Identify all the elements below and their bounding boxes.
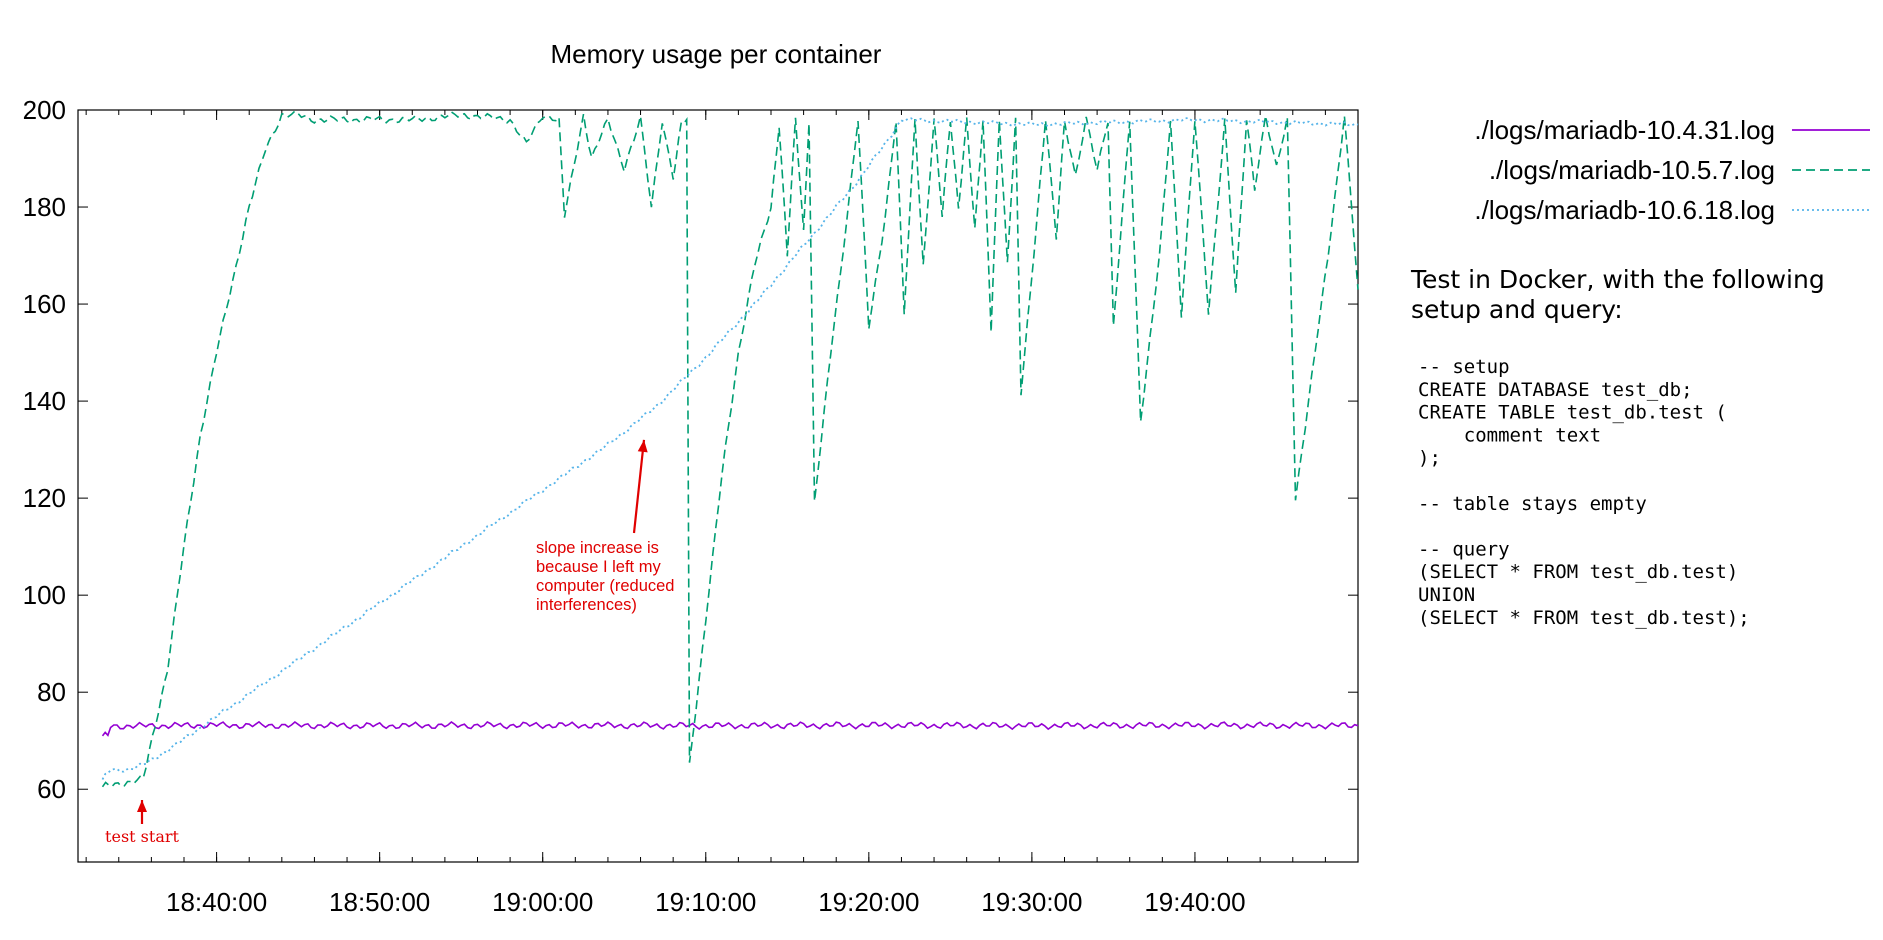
annotation-slope-line: because I left my (536, 558, 661, 576)
chart-title: Memory usage per container (551, 39, 882, 69)
y-tick-label: 200 (23, 95, 66, 125)
side-note: Test in Docker, with the followingsetup … (1410, 265, 1825, 629)
x-tick-label: 19:10:00 (655, 887, 756, 917)
side-note-heading: setup and query: (1411, 295, 1623, 324)
annotation-slope-line: slope increase is (536, 539, 659, 557)
y-tick-label: 120 (23, 483, 66, 513)
y-axis: 60 80 100 120 140 160 180 200 (23, 95, 1358, 804)
annotation-slope-line: interferences) (536, 596, 637, 614)
x-tick-label: 19:00:00 (492, 887, 593, 917)
series-layer (101, 109, 1359, 788)
side-note-heading: Test in Docker, with the following (1410, 265, 1825, 294)
side-note-code-line: -- setup (1418, 356, 1510, 378)
y-tick-label: 180 (23, 192, 66, 222)
side-note-code-line: ); (1418, 447, 1441, 469)
side-note-code-line: CREATE TABLE test_db.test ( (1418, 402, 1727, 424)
plot-frame (77, 109, 1359, 863)
side-note-code-line: -- query (1418, 538, 1510, 560)
annotation-arrow (632, 439, 646, 534)
series-line-2 (101, 109, 1359, 788)
x-tick-label: 19:30:00 (981, 887, 1082, 917)
side-note-code-line: CREATE DATABASE test_db; (1418, 379, 1693, 401)
annotation-test-start: test start (105, 827, 179, 846)
x-tick-label: 18:50:00 (329, 887, 430, 917)
y-tick-label: 80 (37, 677, 66, 707)
annotation-slope-line: computer (reduced (536, 577, 675, 595)
y-tick-label: 100 (23, 580, 66, 610)
x-tick-label: 19:40:00 (1144, 887, 1245, 917)
side-note-code-line: (SELECT * FROM test_db.test); (1418, 607, 1750, 629)
annotation-arrowhead (637, 439, 648, 453)
x-tick-label: 19:20:00 (818, 887, 919, 917)
legend-label: ./logs/mariadb-10.4.31.log (1474, 115, 1775, 145)
legend-label: ./logs/mariadb-10.6.18.log (1474, 195, 1775, 225)
series-line-3 (101, 117, 1359, 780)
side-note-code-line: UNION (1418, 584, 1475, 606)
side-note-code-line: (SELECT * FROM test_db.test) (1418, 561, 1738, 583)
y-tick-label: 60 (37, 774, 66, 804)
y-tick-label: 140 (23, 386, 66, 416)
series-line-1 (101, 720, 1359, 737)
side-note-code-line: comment text (1418, 424, 1601, 446)
legend-label: ./logs/mariadb-10.5.7.log (1489, 155, 1775, 185)
side-note-code-line: -- table stays empty (1418, 493, 1647, 515)
legend: ./logs/mariadb-10.4.31.log ./logs/mariadb… (1474, 115, 1870, 225)
x-tick-label: 18:40:00 (166, 887, 267, 917)
annotation-arrowhead (137, 800, 147, 812)
x-axis: 18:40:00 18:50:00 19:00:00 19:10:00 19:20:00… (85, 110, 1359, 917)
y-tick-label: 160 (23, 289, 66, 319)
